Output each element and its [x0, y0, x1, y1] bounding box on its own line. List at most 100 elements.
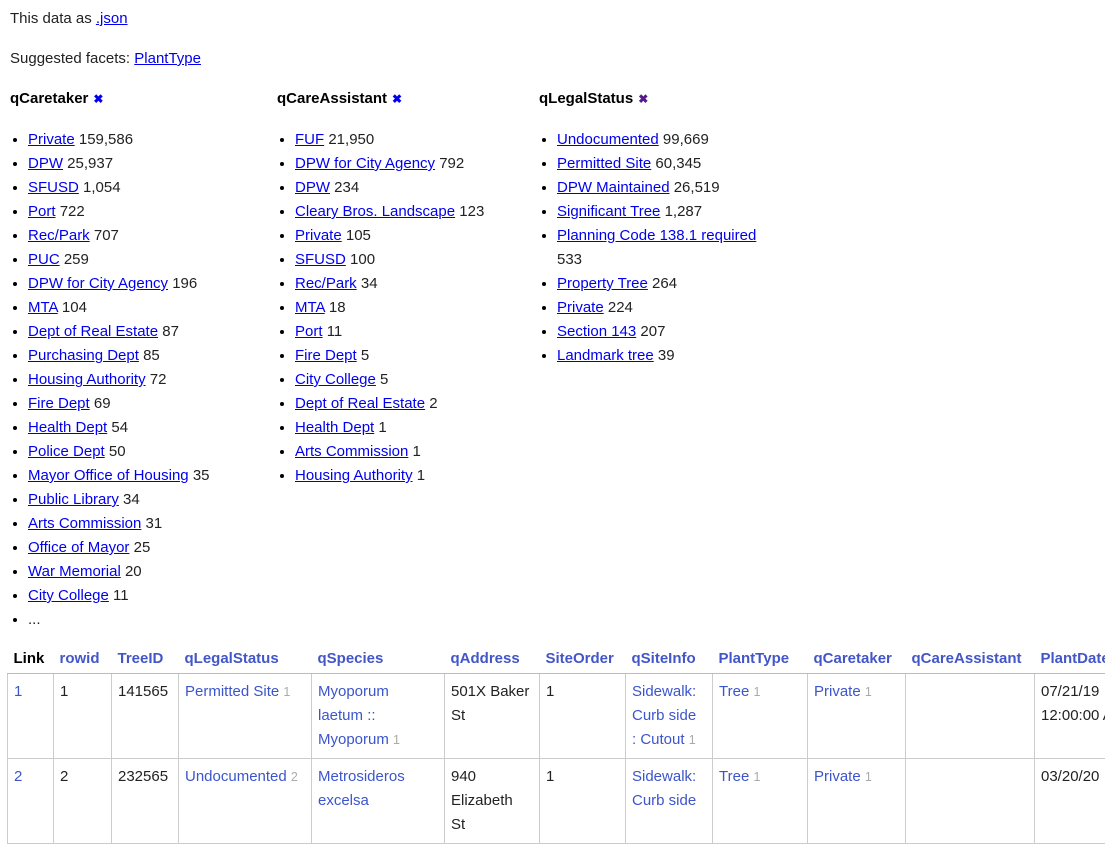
cell-value-link[interactable]: Private — [814, 768, 861, 785]
facet-value-link[interactable]: Health Dept — [28, 419, 107, 436]
facet-value-link[interactable]: DPW for City Agency — [295, 155, 435, 172]
facet-value-link[interactable]: Public Library — [28, 491, 119, 508]
cell-value-link[interactable]: Undocumented — [185, 768, 287, 785]
cell-value-link[interactable]: Permitted Site — [185, 683, 279, 700]
facet-value-link[interactable]: Significant Tree — [557, 203, 660, 220]
facet-value-link[interactable]: Housing Authority — [28, 371, 146, 388]
facet-value-link[interactable]: DPW — [295, 179, 330, 196]
sort-siteorder-link[interactable]: SiteOrder — [546, 650, 614, 667]
facet-value-list: Undocumented 99,669 Permitted Site 60,34… — [539, 128, 791, 368]
facet-value-link[interactable]: FUF — [295, 131, 324, 148]
facet-value-link[interactable]: Property Tree — [557, 275, 648, 292]
cell-value-link[interactable]: Sidewalk: Curb side — [632, 768, 696, 809]
facet-value-link[interactable]: Arts Commission — [28, 515, 141, 532]
cell-plantdate: 07/21/19 12:00:00 AM — [1035, 674, 1105, 759]
facet-value-link[interactable]: Landmark tree — [557, 347, 654, 364]
facet-value-link[interactable]: Fire Dept — [28, 395, 90, 412]
suggested-facet-planttype-link[interactable]: PlantType — [134, 50, 201, 67]
facet-value-link[interactable]: Port — [295, 323, 323, 340]
cell-rowid: 1 — [54, 674, 112, 759]
sort-planttype-link[interactable]: PlantType — [719, 650, 790, 667]
facet-value-link[interactable]: Section 143 — [557, 323, 636, 340]
facet-value-link[interactable]: Police Dept — [28, 443, 105, 460]
facet-value-link[interactable]: Office of Mayor — [28, 539, 129, 556]
facet-value-link[interactable]: Cleary Bros. Landscape — [295, 203, 455, 220]
facet-count: 34 — [123, 491, 140, 508]
facet-count: 11 — [113, 587, 129, 604]
facet-count: 11 — [327, 323, 343, 340]
json-export-link[interactable]: .json — [96, 10, 128, 27]
remove-facet-icon[interactable]: ✖ — [392, 92, 402, 106]
facet-value-link[interactable]: MTA — [295, 299, 325, 316]
sort-qlegalstatus-link[interactable]: qLegalStatus — [185, 650, 279, 667]
facet-value-link[interactable]: DPW — [28, 155, 63, 172]
facet-value-link[interactable]: City College — [28, 587, 109, 604]
row-detail-link[interactable]: 1 — [14, 683, 22, 700]
sort-qaddress-link[interactable]: qAddress — [451, 650, 520, 667]
cell-value-link[interactable]: Tree — [719, 768, 749, 785]
cell-plantdate: 03/20/20 — [1035, 759, 1105, 844]
facet-value-link[interactable]: Port — [28, 203, 56, 220]
sort-plantdate-link[interactable]: PlantDate — [1041, 650, 1105, 667]
facet-item: MTA 18 — [295, 296, 533, 320]
facet-value-link[interactable]: SFUSD — [295, 251, 346, 268]
facet-value-link[interactable]: City College — [295, 371, 376, 388]
facet-count: 224 — [608, 299, 633, 316]
facet-count: 60,345 — [655, 155, 701, 172]
remove-facet-icon[interactable]: ✖ — [638, 92, 648, 106]
facet-count: 34 — [361, 275, 378, 292]
facet-value-link[interactable]: Private — [557, 299, 604, 316]
facet-item: Rec/Park 34 — [295, 272, 533, 296]
facet-count: 20 — [125, 563, 142, 580]
facet-item: Dept of Real Estate 87 — [28, 320, 271, 344]
row-detail-link[interactable]: 2 — [14, 768, 22, 785]
facet-value-link[interactable]: DPW for City Agency — [28, 275, 168, 292]
column-header-treeid: TreeID — [112, 646, 179, 674]
table-row: 2 2 232565 Undocumented 2 Metrosideros e… — [8, 759, 1105, 844]
facet-item: Cleary Bros. Landscape 123 — [295, 200, 533, 224]
facet-value-link[interactable]: Private — [295, 227, 342, 244]
facet-value-link[interactable]: SFUSD — [28, 179, 79, 196]
facet-count: 707 — [94, 227, 119, 244]
facet-value-link[interactable]: PUC — [28, 251, 60, 268]
facet-value-link[interactable]: Private — [28, 131, 75, 148]
sort-qsiteinfo-link[interactable]: qSiteInfo — [632, 650, 696, 667]
facet-count: 99,669 — [663, 131, 709, 148]
facet-value-link[interactable]: Fire Dept — [295, 347, 357, 364]
facet-value-link[interactable]: Arts Commission — [295, 443, 408, 460]
facet-item: Public Library 34 — [28, 488, 271, 512]
column-header-planttype: PlantType — [713, 646, 808, 674]
facet-value-link[interactable]: Rec/Park — [28, 227, 90, 244]
cell-value-link[interactable]: Sidewalk: Curb side : Cutout — [632, 683, 696, 748]
facet-value-link[interactable]: War Memorial — [28, 563, 121, 580]
facet-value-link[interactable]: Mayor Office of Housing — [28, 467, 189, 484]
sort-treeid-link[interactable]: TreeID — [118, 650, 164, 667]
facet-value-link[interactable]: Rec/Park — [295, 275, 357, 292]
facet-value-link[interactable]: Dept of Real Estate — [28, 323, 158, 340]
facet-value-link[interactable]: Planning Code 138.1 required — [557, 227, 756, 244]
facet-value-link[interactable]: Permitted Site — [557, 155, 651, 172]
facet-value-link[interactable]: MTA — [28, 299, 58, 316]
sort-qspecies-link[interactable]: qSpecies — [318, 650, 384, 667]
remove-facet-icon[interactable]: ✖ — [93, 92, 103, 106]
sort-qcaretaker-link[interactable]: qCaretaker — [814, 650, 892, 667]
facet-item: Private 159,586 — [28, 128, 271, 152]
cell-value-link[interactable]: Metrosideros excelsa — [318, 768, 405, 809]
facet-count: 85 — [143, 347, 160, 364]
facet-count: 50 — [109, 443, 126, 460]
cell-value-link[interactable]: Tree — [719, 683, 749, 700]
cell-facet-count: 1 — [865, 685, 872, 699]
facet-item: Mayor Office of Housing 35 — [28, 464, 271, 488]
facet-value-link[interactable]: Housing Authority — [295, 467, 413, 484]
facet-value-link[interactable]: Health Dept — [295, 419, 374, 436]
facet-value-link[interactable]: Dept of Real Estate — [295, 395, 425, 412]
sort-rowid-link[interactable]: rowid — [60, 650, 100, 667]
cell-value-link[interactable]: Private — [814, 683, 861, 700]
facet-value-link[interactable]: DPW Maintained — [557, 179, 670, 196]
sort-qcareassistant-link[interactable]: qCareAssistant — [912, 650, 1022, 667]
facet-value-link[interactable]: Purchasing Dept — [28, 347, 139, 364]
cell-facet-count: 1 — [753, 685, 760, 699]
cell-value-link[interactable]: Myoporum laetum :: Myoporum — [318, 683, 389, 748]
facet-value-link[interactable]: Undocumented — [557, 131, 659, 148]
facet-item: Port 11 — [295, 320, 533, 344]
